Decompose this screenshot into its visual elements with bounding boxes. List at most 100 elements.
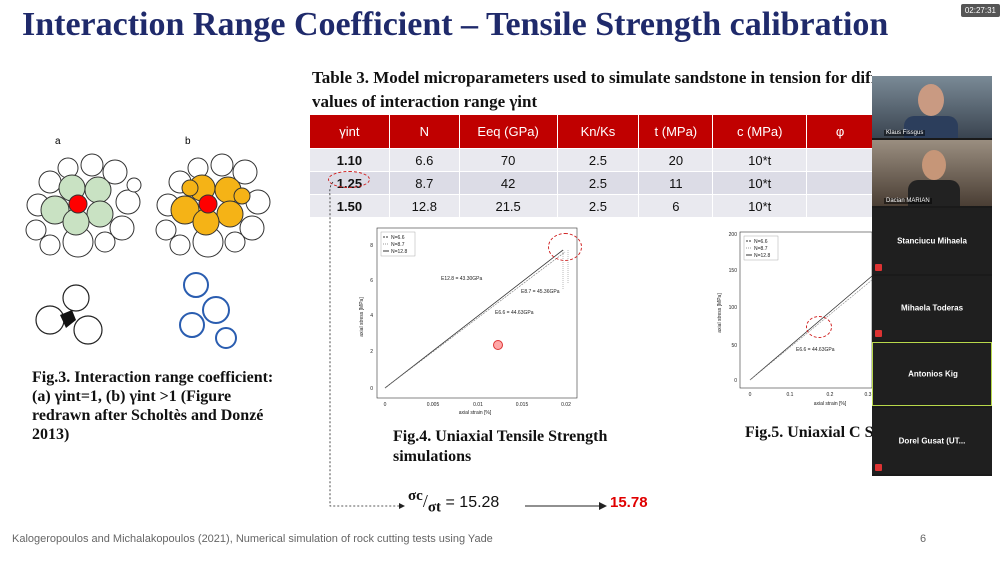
participant-avatar (922, 150, 946, 180)
table-header: Kn/Ks (556, 114, 640, 149)
fig4-annotation: E8.7 = 45.36GPa (521, 289, 560, 295)
fig3-label-a: a (55, 136, 61, 147)
participant-name: Dorel Gusat (UT... (898, 436, 966, 446)
fig4-xtick: 0 (384, 402, 387, 408)
fig5-legend-item: N=6.6 (754, 239, 768, 245)
table-header: c (MPa) (712, 114, 808, 149)
fig4-xtick: 0.005 (427, 402, 440, 408)
fig5-ytick: 0 (734, 378, 737, 384)
fig5-stress-strain-plot: N=6.6 N=8.7 N=12.8 E6.6 = 44.63GPa 0 0.1… (717, 231, 872, 407)
table-cell: 12.8 (388, 194, 460, 218)
table-cell: 2.5 (556, 148, 640, 172)
fig5-ytick: 100 (729, 305, 738, 311)
fig4-xtick: 0.02 (561, 402, 571, 408)
participant-name: Mihaela Toderas (900, 303, 964, 313)
connector-arrow (329, 181, 607, 510)
meeting-clock: 02:27:31 (960, 4, 1000, 17)
fig5-caption: Fig.5. Uniaxial C Strength simula (745, 424, 885, 441)
fig5-annotation: E6.6 = 44.63GPa (796, 347, 835, 353)
table-cell: 6.6 (388, 148, 460, 172)
table-header: N (388, 114, 460, 149)
table-cell: 42 (458, 171, 558, 195)
fig4-xtick: 0.015 (516, 402, 529, 408)
fig5-xtick: 0 (749, 392, 752, 398)
table-row: 1.10 6.6 70 2.5 20 10*t (309, 148, 874, 172)
fig4-ytick: 6 (370, 278, 373, 284)
fig5-xtick: 0.2 (827, 392, 834, 398)
fig4-annotation: E12.8 = 43.30GPa (441, 276, 483, 282)
participant-tile[interactable]: Mihaela Toderas (872, 276, 992, 340)
table-cell (806, 171, 874, 195)
fig5-ytick: 200 (729, 232, 738, 238)
fig4-legend-item: N=6.6 (391, 235, 405, 241)
table-cell: 10*t (712, 148, 808, 172)
participant-name: Dacian MARIAN (884, 198, 932, 204)
participant-tile[interactable]: Antonios Kig (872, 342, 992, 406)
participants-panel: Klaus Fissgus Dacian MARIAN Stanciucu Mi… (872, 76, 992, 476)
fig3-label-b: b (185, 136, 191, 147)
participant-tile[interactable]: Dorel Gusat (UT... (872, 408, 992, 474)
slide-title: Interaction Range Coefficient – Tensile … (22, 6, 889, 43)
cursor-pointer-icon (493, 340, 503, 350)
fig5-xtick: 0.1 (787, 392, 794, 398)
fig4-ylabel: axial stress [MPa] (359, 297, 365, 337)
participant-name: Stanciucu Mihaela (897, 236, 967, 246)
fig4-annotation: E6.6 = 44.63GPa (495, 310, 534, 316)
muted-mic-icon (875, 330, 882, 337)
table-cell: 1.10 (309, 148, 390, 172)
table-caption: Table 3. Model microparameters used to s… (312, 66, 872, 114)
fig5-ylabel: axial stress [MPa] (717, 293, 723, 333)
fig4-legend-item: N=8.7 (391, 242, 405, 248)
ucs-uts-ratio: σc/σt = 15.28 (408, 488, 499, 517)
table-cell (806, 194, 874, 218)
participant-name: Antonios Kig (908, 369, 958, 379)
participant-avatar (918, 84, 944, 116)
fig5-legend-item: N=12.8 (754, 253, 770, 259)
fig4-ytick: 8 (370, 243, 373, 249)
table-caption-line2: values of interaction range γint (312, 92, 538, 111)
fig4-ytick: 2 (370, 349, 373, 355)
fig3-caption: Fig.3. Interaction range coefficient: (a… (32, 369, 274, 443)
slide-footer-citation: Kalogeropoulos and Michalakopoulos (2021… (12, 533, 493, 545)
ratio-numerator: σc (408, 488, 423, 504)
fig5-ytick: 50 (731, 343, 737, 349)
fig3-particle-diagrams (25, 153, 271, 349)
table-header: φ (806, 114, 874, 149)
fig5-legend-item: N=8.7 (754, 246, 768, 252)
participant-tile[interactable]: Stanciucu Mihaela (872, 208, 992, 274)
table-cell: 20 (638, 148, 714, 172)
fig4-caption: Fig.4. Uniaxial Tensile Strength simulat… (393, 428, 608, 465)
fig4-xtick: 0.01 (473, 402, 483, 408)
table-cell: 21.5 (458, 194, 558, 218)
fig4-ytick: 0 (370, 386, 373, 392)
participant-name: Klaus Fissgus (884, 130, 926, 136)
participant-video-tile[interactable]: Klaus Fissgus (872, 76, 992, 138)
table-header: Eeq (GPa) (458, 114, 558, 149)
ratio-denominator: σt (427, 499, 441, 516)
table-cell: 6 (638, 194, 714, 218)
table-cell: 1.50 (309, 194, 390, 218)
highlight-ring (328, 171, 370, 188)
table-cell (806, 148, 874, 172)
table-cell: 10*t (712, 194, 808, 218)
participant-video-tile[interactable]: Dacian MARIAN (872, 140, 992, 206)
table-cell: 70 (458, 148, 558, 172)
ratio-value: = 15.28 (445, 494, 500, 511)
muted-mic-icon (875, 464, 882, 471)
table-header-row: γint N Eeq (GPa) Kn/Ks t (MPa) c (MPa) φ (309, 114, 874, 149)
table-row: 1.50 12.8 21.5 2.5 6 10*t (309, 194, 874, 218)
fig4-highlight-ring (548, 233, 582, 261)
slide-page-number: 6 (920, 533, 927, 545)
fig4-xlabel: axial strain [%] (459, 410, 492, 416)
muted-mic-icon (875, 264, 882, 271)
fig5-highlight-ring (806, 316, 832, 338)
fig5-ytick: 150 (729, 268, 738, 274)
fig4-ytick: 4 (370, 313, 373, 319)
ratio-slash: / (422, 491, 428, 511)
table-header: γint (309, 114, 390, 149)
fig4-legend-item: N=12.8 (391, 249, 407, 255)
calibrated-ratio: 15.78 (610, 494, 648, 511)
table-header: t (MPa) (638, 114, 714, 149)
fig4-stress-strain-plot: N=6.6 N=8.7 N=12.8 E12.8 = 43.30GPa E8.7… (359, 227, 578, 416)
fig5-xlabel: axial strain [%] (814, 401, 847, 407)
